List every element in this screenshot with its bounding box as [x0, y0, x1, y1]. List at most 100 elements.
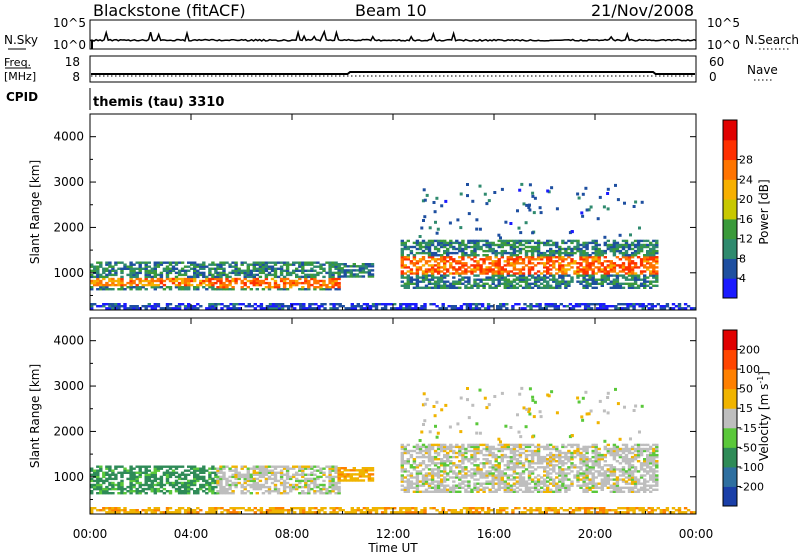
velocity-cell — [322, 467, 326, 470]
power-cell — [316, 273, 320, 277]
power-cell — [512, 239, 517, 243]
power-cell — [582, 249, 586, 253]
velocity-cell — [234, 477, 238, 481]
velocity-cell — [549, 472, 553, 475]
velocity-cell — [234, 481, 238, 485]
velocity-cell — [208, 481, 212, 485]
power-cell — [517, 226, 521, 230]
power-cell — [509, 251, 514, 255]
velocity-cell — [549, 476, 553, 479]
velocity-cell — [183, 485, 188, 489]
velocity-cell — [594, 455, 598, 459]
velocity-cell — [409, 476, 414, 479]
power-cell — [556, 305, 560, 308]
power-cell — [633, 254, 638, 257]
power-cell — [430, 282, 435, 285]
velocity-cell — [488, 466, 492, 469]
power-cell — [546, 249, 550, 253]
power-cell — [285, 271, 290, 275]
power-cell — [606, 192, 610, 195]
power-cell — [643, 239, 647, 243]
power-cell — [626, 303, 630, 306]
power-cell — [418, 247, 423, 251]
velocity-cell — [470, 488, 474, 491]
power-cell — [452, 276, 456, 279]
velocity-cell — [421, 480, 426, 483]
velocity-cell — [612, 447, 617, 451]
power-cell — [177, 283, 182, 287]
power-cell — [225, 286, 229, 289]
velocity-cell — [111, 471, 115, 474]
power-cell — [552, 260, 556, 263]
power-cell — [406, 270, 410, 273]
velocity-cell — [564, 478, 568, 481]
power-cell — [488, 286, 492, 289]
power-cell — [337, 286, 341, 289]
velocity-cell — [646, 484, 650, 487]
velocity-cell — [400, 447, 404, 451]
velocity-cell — [202, 485, 206, 489]
velocity-cell — [464, 480, 468, 483]
velocity-cell — [187, 469, 191, 472]
velocity-cell — [108, 507, 112, 510]
velocity-cell — [225, 479, 229, 483]
velocity-cell — [491, 445, 495, 449]
velocity-cell — [249, 485, 253, 489]
power-cell — [156, 263, 161, 266]
velocity-cell — [219, 469, 223, 472]
velocity-cell — [527, 466, 532, 469]
power-cell — [571, 307, 576, 310]
power-cell — [491, 270, 495, 273]
power-cell — [594, 249, 598, 253]
velocity-cell — [132, 479, 136, 483]
power-cell — [274, 307, 279, 310]
power-cell — [298, 275, 302, 279]
power-cell — [105, 303, 109, 306]
power-cell — [421, 270, 426, 273]
power-cell — [295, 273, 299, 277]
power-cell — [412, 262, 417, 265]
velocity-cell — [331, 479, 335, 483]
velocity-cell — [238, 507, 242, 510]
power-cell — [211, 277, 215, 281]
power-cell — [494, 264, 498, 267]
velocity-cell — [144, 479, 148, 483]
velocity-cell — [467, 480, 471, 483]
power-cell — [120, 261, 124, 264]
power-cell — [322, 267, 326, 270]
power-cell — [174, 283, 179, 287]
power-cell — [461, 239, 465, 243]
power-cell — [289, 263, 293, 266]
velocity-cell — [440, 443, 444, 447]
power-cell — [405, 307, 409, 310]
velocity-cell — [193, 477, 197, 481]
velocity-cell — [93, 483, 97, 487]
velocity-cell — [633, 466, 638, 469]
velocity-cell — [408, 509, 412, 512]
power-cell — [433, 245, 438, 249]
velocity-cell — [582, 488, 586, 491]
velocity-cell — [558, 449, 562, 453]
power-cell — [252, 277, 256, 281]
power-cell — [491, 286, 495, 289]
velocity-cell — [476, 472, 480, 475]
velocity-cell — [455, 474, 459, 477]
velocity-cell — [406, 474, 410, 477]
power-cell — [555, 282, 559, 285]
velocity-cell — [295, 471, 299, 474]
power-cell — [430, 278, 435, 281]
velocity-cell — [400, 451, 404, 455]
power-cell — [570, 258, 574, 261]
power-cell — [249, 273, 253, 277]
velocity-cell — [168, 511, 173, 514]
velocity-cell — [196, 490, 200, 493]
power-cell — [421, 274, 426, 277]
velocity-cell — [311, 511, 315, 514]
velocity-cell — [549, 490, 553, 493]
power-cell — [639, 260, 644, 263]
velocity-cell — [594, 460, 598, 463]
velocity-cell — [488, 462, 492, 465]
power-cell — [461, 276, 465, 279]
power-cell — [246, 271, 250, 275]
power-cell — [635, 303, 639, 306]
